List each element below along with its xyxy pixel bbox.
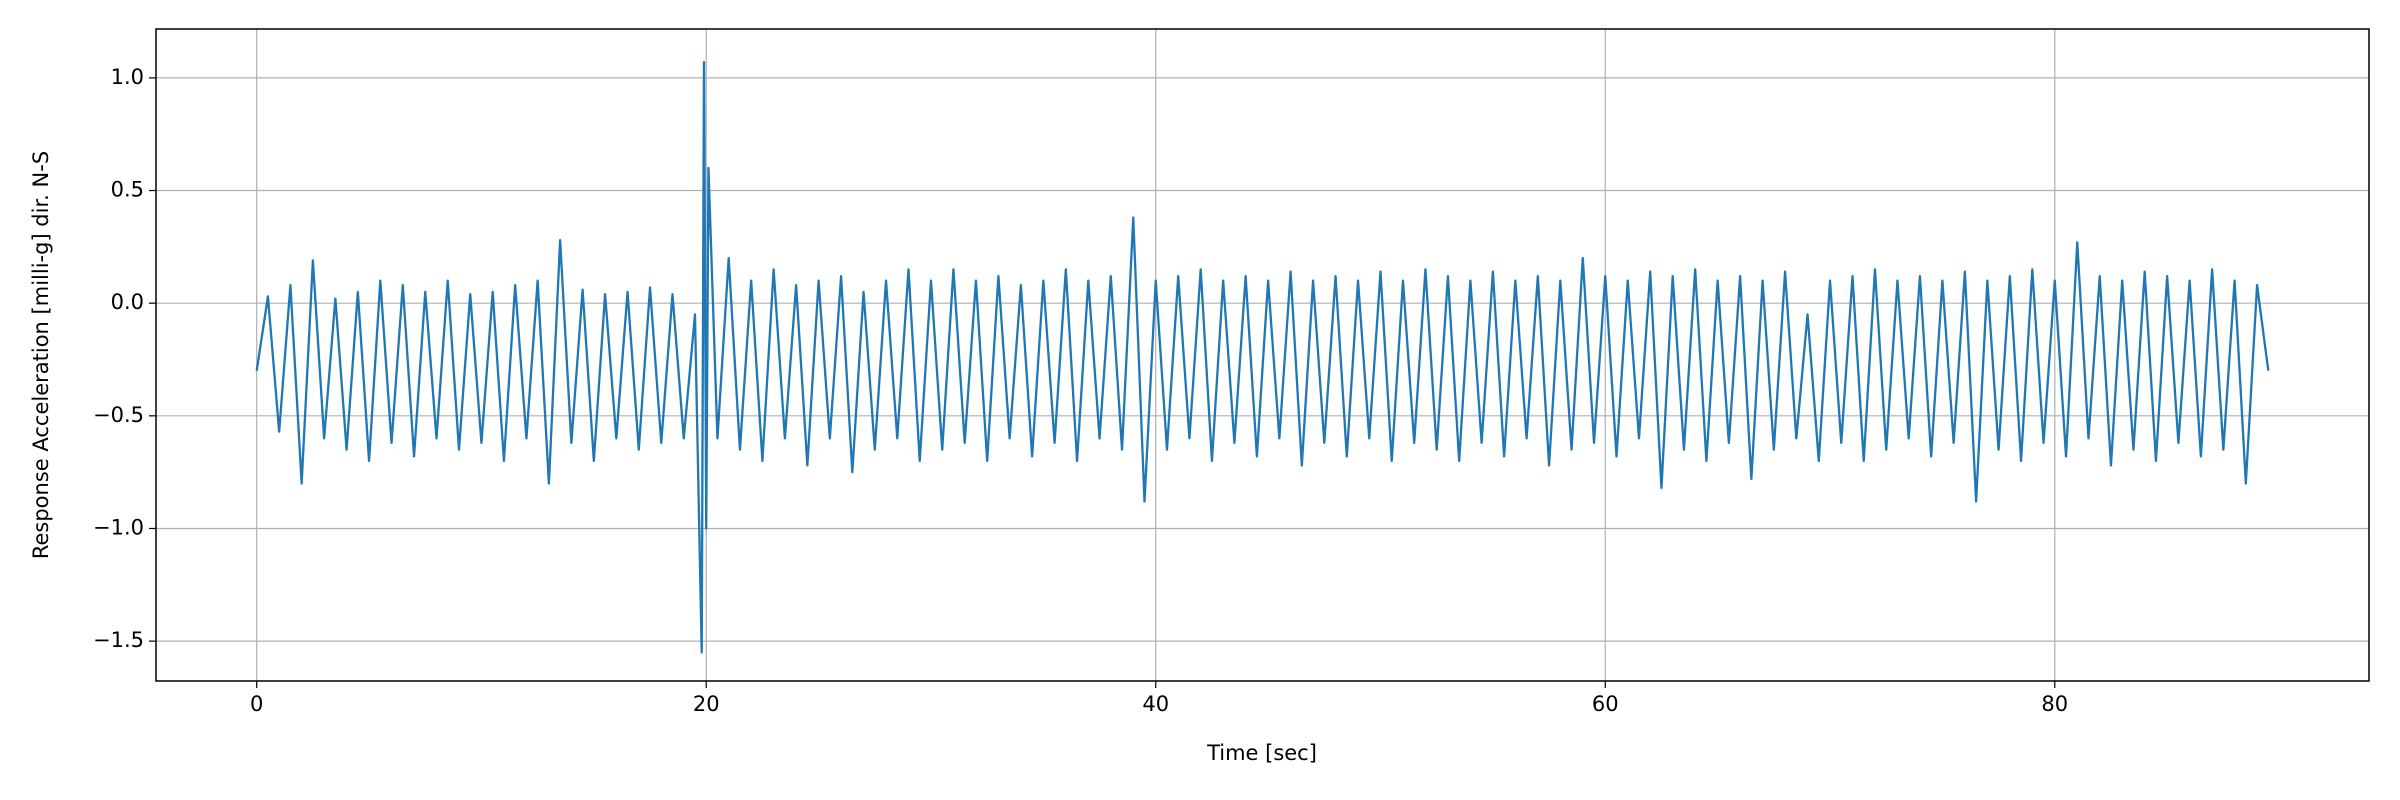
x-tick-label: 0 (250, 692, 263, 716)
y-tick-label: 0.0 (111, 290, 144, 314)
x-tick-label: 40 (1142, 692, 1169, 716)
plot-frame (155, 28, 2370, 682)
x-axis-label: Time [sec] (1206, 741, 1317, 765)
y-tick-label: 1.0 (111, 65, 144, 89)
y-axis-label: Response Acceleration [milli-g] dir. N-S (29, 151, 53, 559)
y-tick-label: −0.5 (93, 403, 144, 427)
y-tick-label: −1.0 (93, 515, 144, 539)
x-tick-label: 20 (693, 692, 720, 716)
data-line (255, 60, 2270, 654)
x-tick-label: 60 (1592, 692, 1619, 716)
y-tick-label: −1.5 (93, 628, 144, 652)
y-tick-label: 0.5 (111, 178, 144, 202)
x-tick-label: 80 (2041, 692, 2068, 716)
